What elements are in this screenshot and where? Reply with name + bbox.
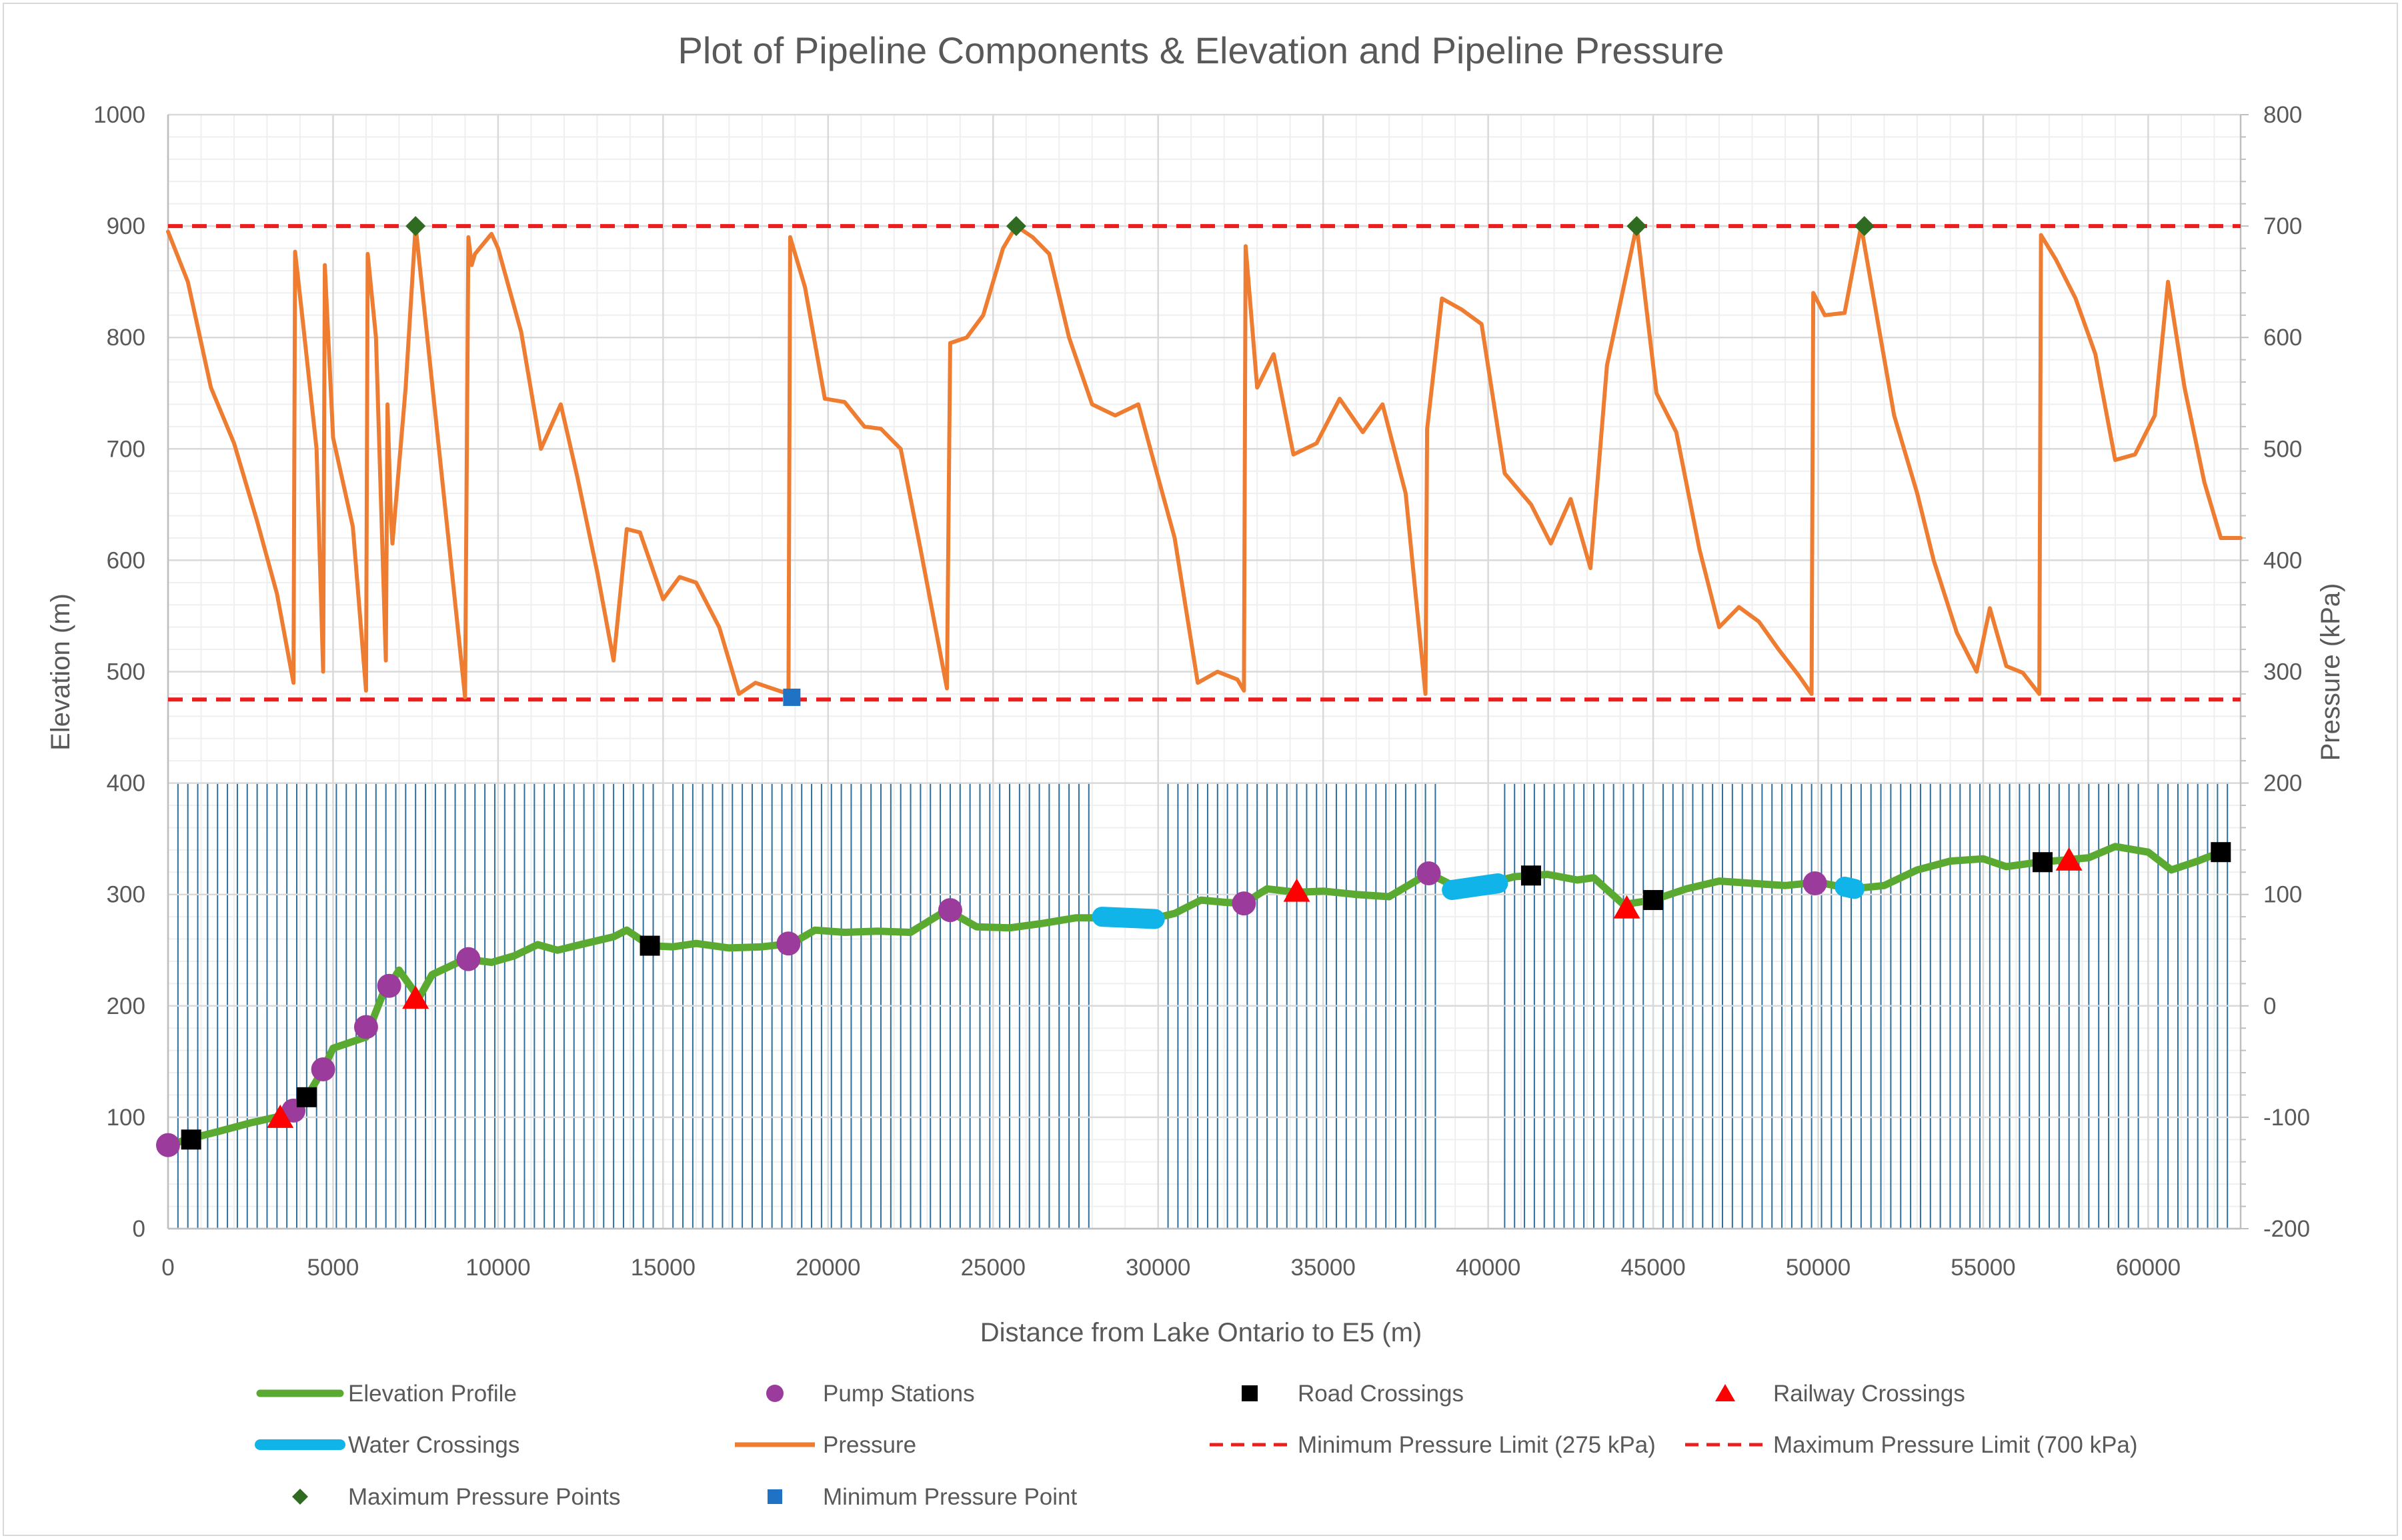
legend-label: Pressure bbox=[823, 1432, 916, 1458]
road-crossing-marker bbox=[181, 1129, 201, 1150]
y2-tick-label: 0 bbox=[2263, 993, 2276, 1019]
pressure-limit-lines bbox=[168, 224, 2241, 702]
legend-label: Water Crossings bbox=[348, 1432, 519, 1458]
legend-label: Pump Stations bbox=[823, 1381, 975, 1407]
water-crossing-segment bbox=[1442, 873, 1508, 901]
x-tick-label: 20000 bbox=[796, 1255, 860, 1281]
y-tick-label: 100 bbox=[107, 1105, 145, 1131]
chart-title: Plot of Pipeline Components & Elevation … bbox=[678, 29, 1724, 71]
y-tick-label: 400 bbox=[107, 771, 145, 797]
y-tick-label: 200 bbox=[107, 993, 145, 1019]
road-crossing-marker bbox=[1520, 865, 1541, 886]
elevation-series bbox=[164, 843, 2225, 1149]
pressure-line bbox=[166, 224, 2243, 699]
water-crossing-segment bbox=[1092, 907, 1165, 929]
x-tick-label: 15000 bbox=[631, 1255, 696, 1281]
x-tick-label: 45000 bbox=[1620, 1255, 1685, 1281]
max-pressure-marker bbox=[1006, 216, 1026, 237]
water-crossing-segment bbox=[1835, 877, 1865, 899]
road-crossing-marker bbox=[2033, 852, 2053, 873]
x-tick-label: 55000 bbox=[1951, 1255, 2015, 1281]
y-tick-label: 300 bbox=[107, 882, 145, 908]
x-tick-label: 10000 bbox=[465, 1255, 530, 1281]
y-tick-label: 700 bbox=[107, 436, 145, 462]
x-tick-label: 50000 bbox=[1786, 1255, 1851, 1281]
y2-tick-label: 200 bbox=[2263, 771, 2302, 797]
railway-crossing-marker bbox=[1283, 878, 1310, 902]
legend-min-point-swatch bbox=[768, 1489, 782, 1504]
pump-station-marker bbox=[1416, 861, 1441, 885]
y-tick-label: 600 bbox=[107, 547, 145, 573]
chart-frame bbox=[3, 3, 2398, 1536]
railway-crossing-marker bbox=[1613, 895, 1640, 919]
y-tick-label: 500 bbox=[107, 659, 145, 685]
y2-axis-title: Pressure (kPa) bbox=[2316, 583, 2345, 761]
pump-station-marker bbox=[1803, 871, 1827, 895]
y-tick-label: 0 bbox=[133, 1216, 145, 1242]
legend-label: Railway Crossings bbox=[1773, 1381, 1965, 1407]
railway-crossing-marker bbox=[267, 1104, 294, 1128]
road-crossing-marker bbox=[2211, 842, 2231, 863]
y2-tick-label: 600 bbox=[2263, 325, 2302, 351]
legend-label: Maximum Pressure Limit (700 kPa) bbox=[1773, 1432, 2138, 1458]
y2-tick-label: -200 bbox=[2263, 1216, 2310, 1242]
legend-label: Maximum Pressure Points bbox=[348, 1484, 620, 1510]
pump-station-marker bbox=[776, 931, 801, 956]
pump-station-marker bbox=[353, 1015, 378, 1039]
legend-label: Minimum Pressure Limit (275 kPa) bbox=[1298, 1432, 1656, 1458]
x-axis-title: Distance from Lake Ontario to E5 (m) bbox=[980, 1318, 1422, 1347]
y2-tick-label: -100 bbox=[2263, 1105, 2310, 1131]
pressure-series bbox=[166, 224, 2243, 699]
pump-station-marker bbox=[1232, 891, 1256, 916]
legend-road-swatch bbox=[1242, 1385, 1258, 1401]
y-tick-label: 1000 bbox=[93, 102, 145, 128]
legend-pump-swatch bbox=[766, 1385, 784, 1402]
pump-station-marker bbox=[156, 1133, 180, 1157]
pump-station-marker bbox=[377, 973, 401, 998]
elevation-line bbox=[164, 843, 2225, 1149]
legend-railway-swatch bbox=[1715, 1384, 1735, 1401]
railway-crossing-marker bbox=[402, 985, 429, 1009]
road-crossing-marker bbox=[296, 1087, 317, 1107]
x-tick-label: 35000 bbox=[1291, 1255, 1356, 1281]
legend-label: Road Crossings bbox=[1298, 1381, 1464, 1407]
y2-tick-label: 100 bbox=[2263, 882, 2302, 908]
road-crossing-marker bbox=[1643, 890, 1664, 911]
pump-station-marker bbox=[311, 1057, 335, 1082]
road-crossing-marker bbox=[640, 935, 660, 956]
legend: Elevation Profile Pump Stations Road Cross… bbox=[255, 1381, 2138, 1510]
legend-label: Elevation Profile bbox=[348, 1381, 517, 1407]
y2-tick-label: 800 bbox=[2263, 102, 2302, 128]
railway-crossing-marker bbox=[2055, 847, 2083, 871]
max-pressure-marker bbox=[405, 216, 426, 237]
x-tick-label: 0 bbox=[161, 1255, 174, 1281]
legend-label: Minimum Pressure Point bbox=[823, 1484, 1077, 1510]
plot-border bbox=[167, 114, 2249, 1230]
y-axis-title: Elevation (m) bbox=[46, 593, 75, 751]
max-pressure-marker bbox=[1854, 216, 1875, 237]
y2-tick-label: 500 bbox=[2263, 436, 2302, 462]
x-tick-label: 60000 bbox=[2116, 1255, 2181, 1281]
min-pressure-marker bbox=[783, 688, 801, 706]
legend-max-point-swatch bbox=[292, 1489, 308, 1505]
max-pressure-marker bbox=[1626, 216, 1647, 237]
markers bbox=[156, 216, 2231, 1157]
pump-station-marker bbox=[456, 947, 481, 971]
water-crossings bbox=[1092, 873, 1865, 929]
pump-station-marker bbox=[938, 898, 962, 923]
y-tick-label: 900 bbox=[107, 213, 145, 239]
tick-labels: 0 5000 10000 15000 20000 25000 30000 35000 40000… bbox=[93, 102, 2310, 1281]
x-tick-label: 25000 bbox=[961, 1255, 1026, 1281]
y2-tick-label: 400 bbox=[2263, 547, 2302, 573]
x-tick-label: 30000 bbox=[1126, 1255, 1190, 1281]
y-tick-label: 800 bbox=[107, 325, 145, 351]
x-tick-label: 40000 bbox=[1456, 1255, 1520, 1281]
y2-tick-label: 700 bbox=[2263, 213, 2302, 239]
y2-tick-label: 300 bbox=[2263, 659, 2302, 685]
x-tick-label: 5000 bbox=[307, 1255, 359, 1281]
